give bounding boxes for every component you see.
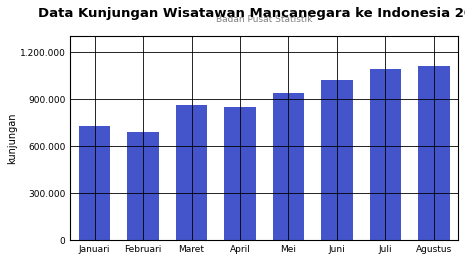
Bar <box>79 126 110 240</box>
Y-axis label: kunjungan: kunjungan <box>7 112 17 164</box>
Bar <box>273 93 304 240</box>
Title: Data Kunjungan Wisatawan Mancanegara ke Indonesia 2023: Data Kunjungan Wisatawan Mancanegara ke … <box>38 7 465 20</box>
Text: Badan Pusat Statistik: Badan Pusat Statistik <box>216 15 312 24</box>
Bar <box>321 80 352 240</box>
Bar <box>418 66 450 240</box>
Bar <box>370 69 401 240</box>
Bar <box>224 107 256 240</box>
Bar <box>127 132 159 240</box>
Bar <box>176 105 207 240</box>
